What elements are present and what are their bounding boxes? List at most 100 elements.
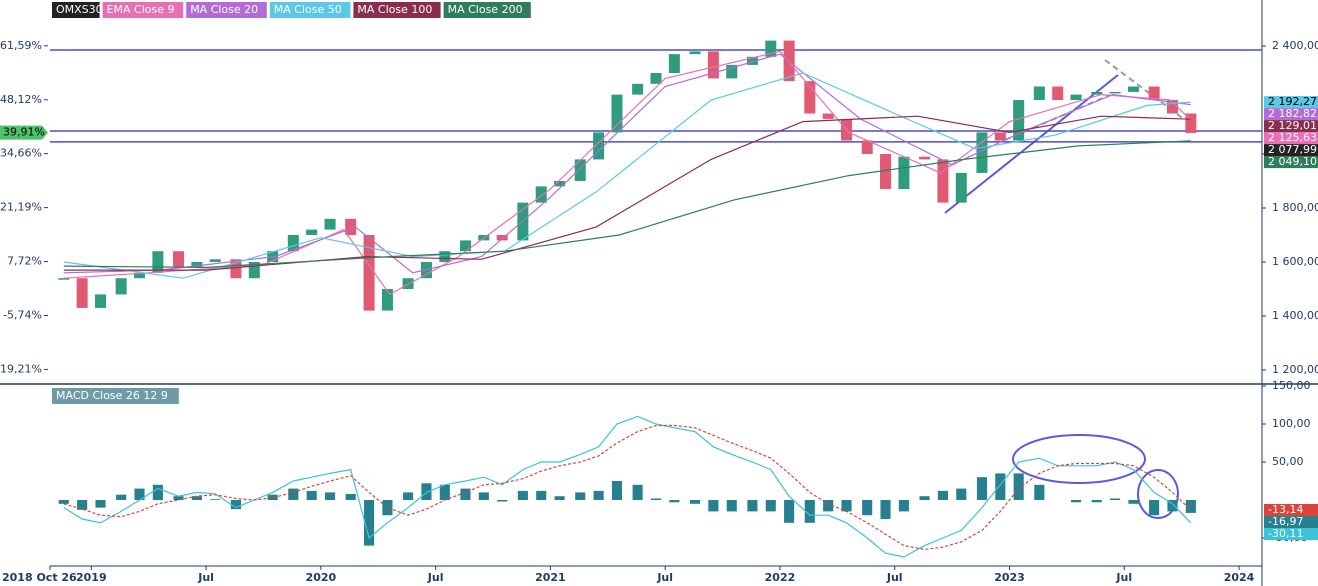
histogram-bar (1167, 500, 1178, 512)
histogram-bar (421, 483, 432, 501)
candle (324, 218, 336, 230)
moving-average-line (63, 53, 1191, 274)
moving-average-line (63, 72, 1191, 279)
chart-title: MACD Close 26 12 9 (56, 389, 168, 402)
candle (1148, 86, 1160, 101)
candle (955, 172, 967, 203)
histogram-bar (134, 488, 145, 501)
histogram-bar (306, 490, 317, 501)
histogram-bar (1185, 500, 1196, 513)
candle (937, 159, 949, 203)
x-tick-label: 2023 (994, 571, 1025, 584)
histogram-bar (364, 500, 375, 546)
candle (765, 40, 777, 57)
tick-label: -5,74% (3, 308, 42, 321)
histogram-bar (937, 490, 948, 501)
candle (746, 56, 758, 65)
x-tick-label: Jul (1115, 571, 1132, 584)
last-value-label: -16,97 (1268, 515, 1303, 528)
histogram-bar (919, 496, 930, 501)
last-value-tag (1264, 132, 1318, 145)
last-value-tag (1264, 527, 1318, 540)
histogram-bar (976, 477, 988, 501)
x-tick-label: 2019 (76, 571, 107, 584)
tick-label: 1 800,00 (1272, 201, 1318, 214)
histogram-bar (382, 500, 393, 516)
histogram-bar (324, 492, 336, 501)
histogram-bar (669, 500, 680, 503)
candle (306, 229, 318, 236)
candle (898, 156, 910, 190)
candle (994, 132, 1006, 141)
tick-label: 100,00 (1272, 417, 1311, 430)
histogram-bar (403, 492, 414, 501)
moving-average-line (63, 50, 1192, 296)
histogram-bar (1128, 500, 1139, 504)
histogram-bar (632, 484, 643, 501)
x-tick-label: 2024 (1224, 571, 1255, 584)
last-value-label: 2 192,27 (1268, 95, 1317, 108)
candle (439, 251, 451, 263)
histogram-bar (956, 488, 967, 501)
annotation-ellipse (1012, 434, 1146, 484)
legend-box (52, 388, 179, 404)
histogram-bar (95, 500, 106, 508)
candle (822, 113, 834, 119)
histogram-bar (841, 500, 852, 512)
histogram-bar (152, 484, 163, 501)
candle (1185, 113, 1197, 133)
last-value-tag (1264, 503, 1318, 516)
histogram-bar (650, 498, 662, 501)
tick-label: 150,00 (1272, 379, 1311, 392)
histogram-bar (880, 500, 891, 520)
legend-label: EMA Close 9 (107, 3, 175, 16)
candle (496, 235, 508, 241)
x-tick-label: Jul (656, 571, 673, 584)
histogram-bar (191, 496, 202, 501)
histogram-bar (747, 500, 758, 512)
histogram-bar (1013, 473, 1024, 501)
histogram-bar (345, 493, 356, 501)
histogram-bar (230, 500, 241, 510)
tick-label: -19,21% (0, 362, 42, 375)
candle (191, 262, 203, 268)
candle (76, 278, 88, 308)
candle (611, 94, 623, 133)
candle (134, 272, 146, 279)
histogram-bar (288, 488, 299, 501)
histogram-bar (1110, 498, 1121, 501)
tick-label: 1 400,00 (1272, 309, 1318, 322)
histogram-bar (536, 490, 547, 501)
candle (593, 132, 605, 160)
candle (554, 181, 566, 187)
annotation-ellipse (1137, 469, 1179, 519)
candle (363, 235, 375, 311)
legend-box (186, 2, 267, 18)
candle (726, 64, 738, 79)
candle (230, 259, 242, 279)
histogram-bar (995, 473, 1006, 501)
x-tick-label: Jul (197, 571, 214, 584)
candle (287, 235, 299, 252)
last-value-tag (1264, 144, 1318, 157)
candle (1052, 86, 1064, 101)
candle (152, 251, 164, 273)
tick-label: 34,66% (0, 147, 42, 160)
legend-label: MA Close 100 (357, 3, 432, 16)
candle (94, 294, 107, 308)
x-tick-label: 2021 (535, 571, 566, 584)
histogram-bar (554, 496, 565, 501)
histogram-bar (689, 500, 701, 504)
last-value-label: 2 077,99 (1268, 143, 1317, 156)
histogram-bar (593, 490, 604, 501)
candle (976, 132, 988, 173)
candle (345, 218, 357, 236)
histogram-bar (77, 500, 88, 510)
last-value-label: 2 129,01 (1268, 119, 1317, 132)
candle (707, 51, 719, 79)
legend-box (443, 2, 531, 18)
tick-label: 61,59% (0, 39, 42, 52)
last-value-tag (1264, 108, 1318, 121)
histogram-bar (765, 500, 776, 512)
candle (173, 251, 185, 268)
